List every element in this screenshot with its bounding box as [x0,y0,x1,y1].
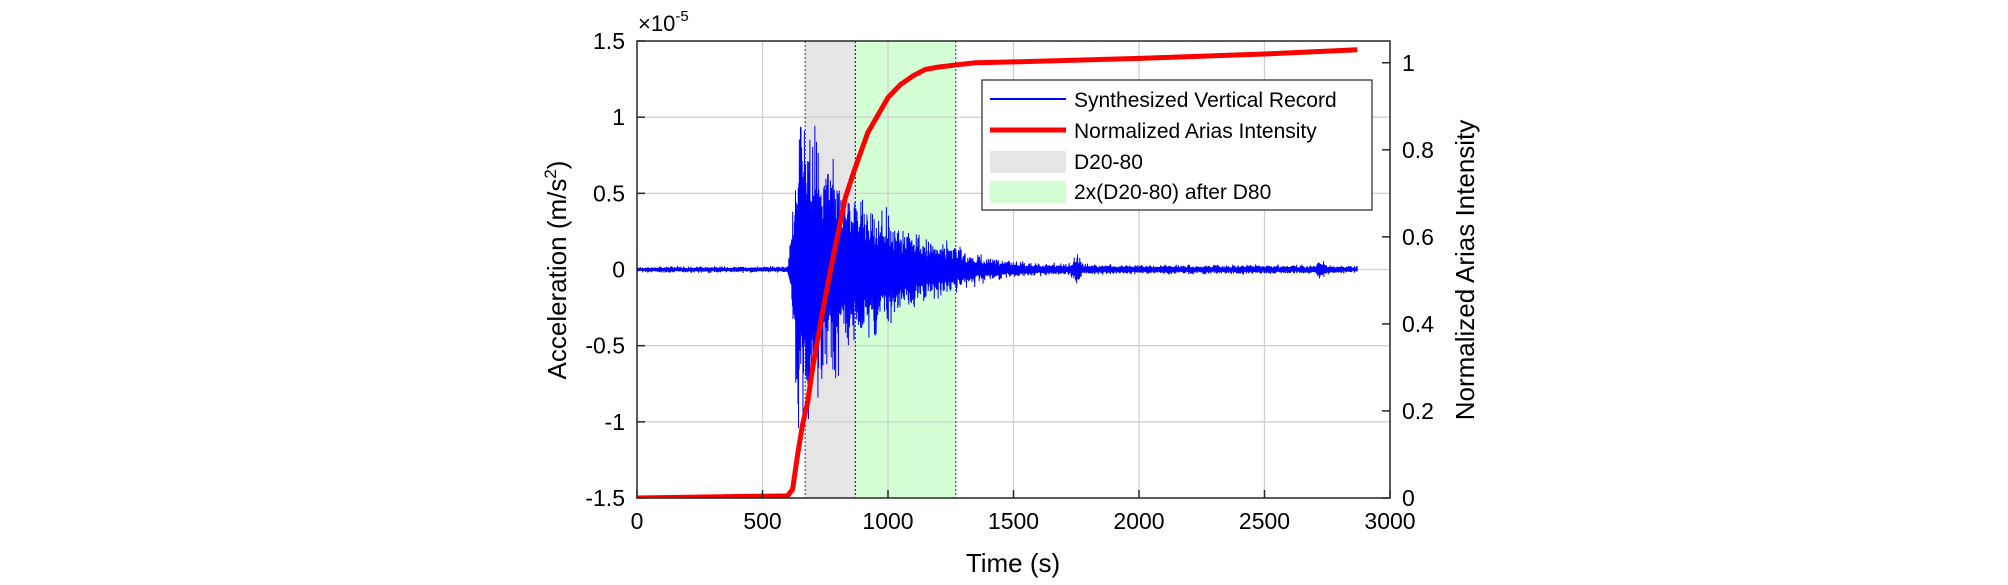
y-left-tick-label--1.5: -1.5 [585,485,625,511]
series-normalized-arias-intensity [637,47,1358,498]
y-axis-left: 1.5 1 0.5 0 -0.5 -1 -1.5 [585,28,645,511]
legend-swatch-d20-80 [990,151,1066,173]
y-right-tick-label-0.8: 0.8 [1402,137,1434,163]
y-right-tick-label-0.4: 0.4 [1402,311,1434,337]
legend-label-2x-d20-80-after-d80: 2x(D20-80) after D80 [1074,181,1271,204]
y-axis-right: 1 0.8 0.6 0.4 0.2 0 [1382,50,1434,511]
y-axis-right-label: Normalized Arias Intensity [1450,120,1480,421]
y-axis-left-label: Acceleration (m/s2) [541,161,572,380]
x-tick-label-0: 0 [631,508,644,534]
x-tick-label-500: 500 [743,508,781,534]
y-left-tick-label-0.5: 0.5 [593,180,625,206]
x-tick-label-2500: 2500 [1239,508,1290,534]
y-right-tick-label-0.6: 0.6 [1402,224,1434,250]
series-line-normalized-arias-intensity [637,47,1358,498]
y-left-tick-label-1.5: 1.5 [593,28,625,54]
y-left-tick-label-1: 1 [612,104,625,130]
x-tick-label-1000: 1000 [862,508,913,534]
legend-label-synthesized-vertical-record: Synthesized Vertical Record [1074,89,1337,112]
x-tick-label-2000: 2000 [1113,508,1164,534]
legend-label-d20-80: D20-80 [1074,151,1143,174]
y-left-tick-label-0: 0 [612,257,625,283]
legend-swatch-2x-d20-80-after-d80 [990,181,1066,203]
x-tick-label-1500: 1500 [988,508,1039,534]
x-axis-label: Time (s) [966,548,1060,578]
series-synthesized-vertical-record [637,125,1358,428]
y-left-tick-label--0.5: -0.5 [585,333,625,359]
x-axis: 0 500 1000 1500 2000 2500 3000 [631,490,1416,534]
x-tick-label-3000: 3000 [1364,508,1415,534]
y-left-tick-label--1: -1 [605,409,625,435]
legend: Synthesized Vertical Record Normalized A… [981,79,1373,211]
y-axis-exponent: ×10-5 [638,8,689,36]
legend-label-normalized-arias-intensity: Normalized Arias Intensity [1074,120,1317,143]
series-line-synthesized-vertical-record [637,125,1358,428]
y-right-tick-label-0.2: 0.2 [1402,398,1434,424]
y-right-tick-label-0: 0 [1402,485,1415,511]
y-right-tick-label-1: 1 [1402,50,1415,76]
